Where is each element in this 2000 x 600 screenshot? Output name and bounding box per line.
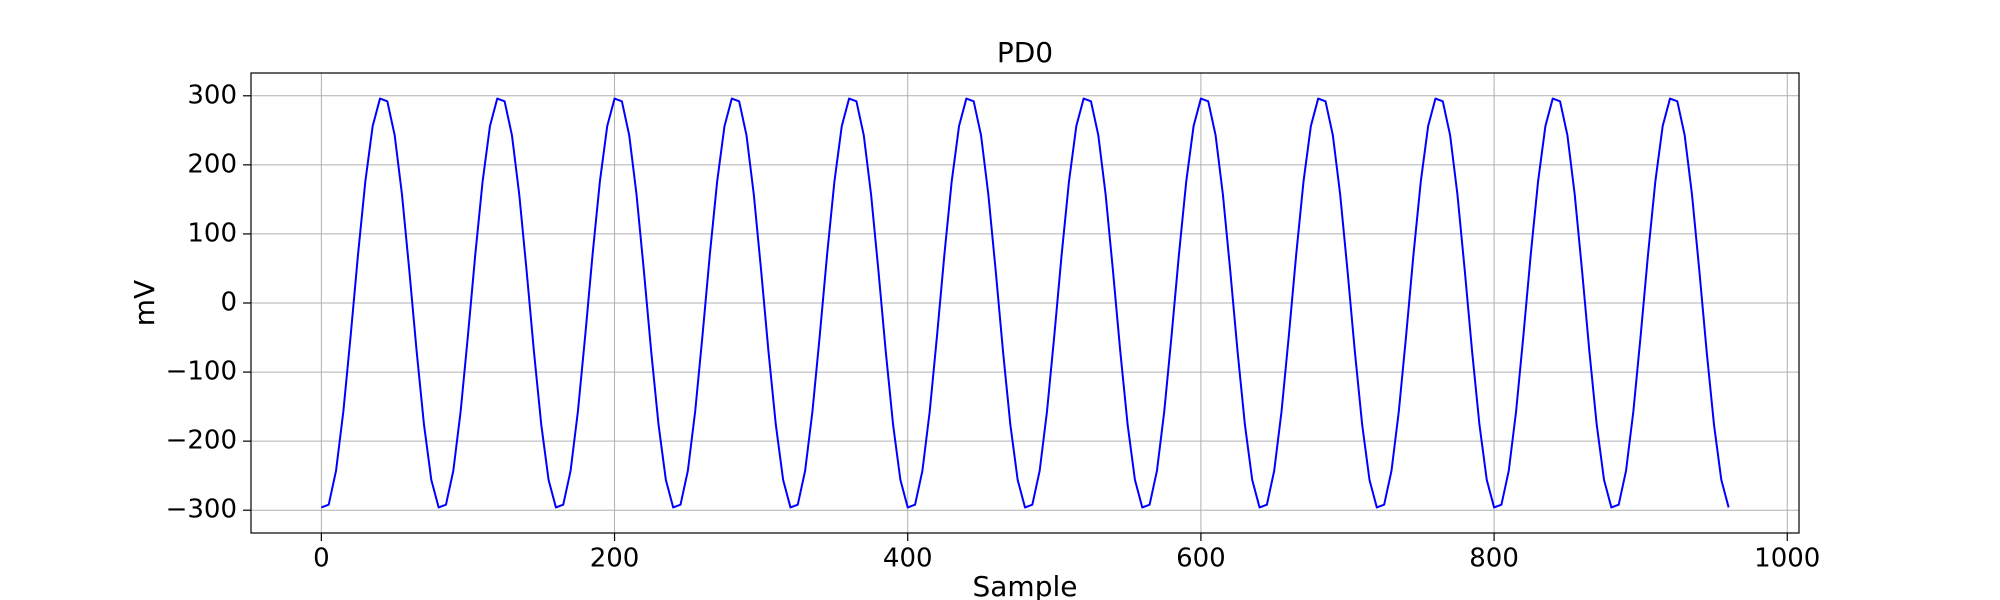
x-tick-label: 400 <box>883 544 933 574</box>
y-tick-label: 100 <box>187 218 237 248</box>
plot-frame <box>250 72 1800 534</box>
chart-title: PD0 <box>997 36 1053 69</box>
x-tick-label: 200 <box>590 544 640 574</box>
x-tick-label: 800 <box>1469 544 1519 574</box>
y-tick-label: 300 <box>187 80 237 110</box>
x-tick-label: 0 <box>313 544 330 574</box>
x-axis-label: Sample <box>973 570 1078 600</box>
y-tick-label: 0 <box>220 288 237 318</box>
y-tick-label: −300 <box>166 495 237 525</box>
y-tick-label: −100 <box>166 357 237 387</box>
x-tick-label: 600 <box>1176 544 1226 574</box>
y-tick-label: 200 <box>187 149 237 179</box>
x-tick-label: 1000 <box>1754 544 1820 574</box>
data-line <box>321 97 1730 509</box>
y-axis-label: mV <box>128 280 161 326</box>
y-tick-label: −200 <box>166 426 237 456</box>
